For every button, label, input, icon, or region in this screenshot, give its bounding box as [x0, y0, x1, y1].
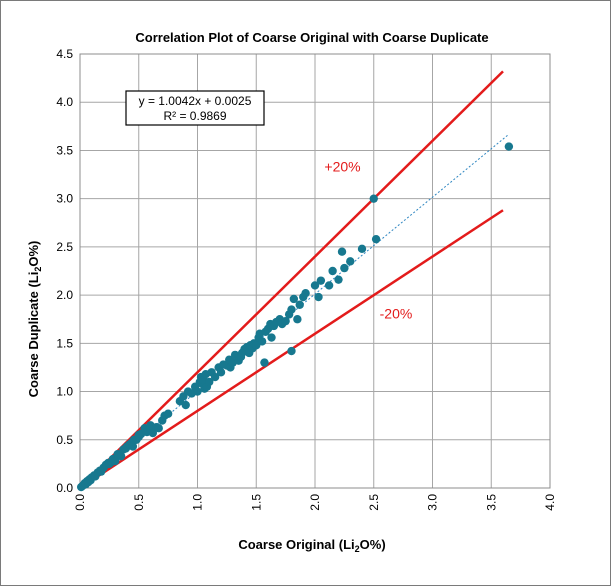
data-point — [163, 409, 173, 418]
data-point — [181, 400, 190, 410]
x-tick-label: 1.0 — [191, 494, 205, 511]
data-point — [504, 142, 514, 151]
data-point — [293, 315, 302, 324]
data-point — [267, 333, 276, 342]
data-points — [76, 142, 514, 492]
data-point — [210, 372, 220, 382]
y-tick-label: 3.5 — [56, 143, 73, 157]
data-point — [310, 281, 320, 290]
chart-title: Correlation Plot of Coarse Original with… — [135, 30, 488, 45]
data-point — [128, 442, 138, 451]
y-tick-label: 2.5 — [56, 240, 73, 254]
data-point — [111, 456, 120, 466]
y-tick-labels: 0.0 0.5 1.0 1.5 2.0 2.5 3.0 3.5 4.0 4.5 — [56, 47, 73, 495]
data-point — [371, 234, 381, 244]
data-point — [260, 358, 269, 367]
data-point — [257, 337, 267, 346]
data-point — [154, 424, 163, 433]
x-tick-label: 0.0 — [73, 494, 87, 511]
data-point — [357, 244, 367, 254]
band-label-minus: -20% — [380, 305, 413, 321]
data-point — [369, 194, 378, 203]
data-point — [216, 368, 226, 377]
x-tick-labels: 0.0 0.5 1.0 1.5 2.0 2.5 3.0 3.5 4.0 — [73, 494, 557, 511]
data-point — [340, 263, 349, 273]
data-point — [324, 281, 334, 290]
bound-line — [79, 70, 504, 489]
equation-box — [125, 90, 265, 126]
data-point — [328, 266, 337, 276]
x-tick-label: 0.5 — [132, 494, 146, 511]
band-label-plus: +20% — [324, 159, 360, 175]
data-point — [287, 346, 296, 356]
x-tick-label: 2.0 — [308, 494, 322, 511]
equation-text: y = 1.0042x + 0.0025 — [139, 94, 252, 108]
x-tick-label: 3.0 — [426, 494, 440, 511]
x-tick-label: 4.0 — [543, 494, 557, 511]
data-point — [205, 377, 214, 387]
data-point — [281, 316, 290, 326]
y-tick-label: 0.0 — [56, 481, 73, 495]
data-point — [334, 275, 343, 284]
x-tick-label: 2.5 — [367, 494, 381, 511]
y-tick-label: 0.5 — [56, 433, 73, 447]
data-point — [337, 247, 347, 256]
r-squared-text: R² = 0.9869 — [163, 109, 226, 123]
y-tick-label: 4.0 — [56, 95, 73, 109]
x-tick-label: 1.5 — [249, 494, 263, 511]
data-point — [289, 294, 299, 304]
data-point — [316, 276, 326, 285]
y-axis-label: Coarse Duplicate (Li2O%) — [26, 241, 43, 398]
plot-area — [79, 53, 551, 489]
data-point — [116, 451, 126, 461]
y-tick-label: 3.0 — [56, 192, 73, 206]
data-point — [193, 387, 202, 396]
data-point — [346, 257, 355, 266]
band-labels: +20% -20% — [324, 159, 412, 322]
data-point — [314, 292, 323, 302]
y-tick-label: 1.5 — [56, 336, 73, 350]
data-point — [287, 305, 296, 314]
x-tick-label: 3.5 — [484, 494, 498, 511]
y-tick-label: 1.0 — [56, 385, 73, 399]
x-axis-label: Coarse Original (Li2O%) — [238, 537, 385, 554]
data-point — [301, 288, 310, 298]
data-point — [295, 300, 304, 309]
y-tick-label: 4.5 — [56, 47, 73, 61]
y-tick-label: 2.0 — [56, 288, 73, 302]
